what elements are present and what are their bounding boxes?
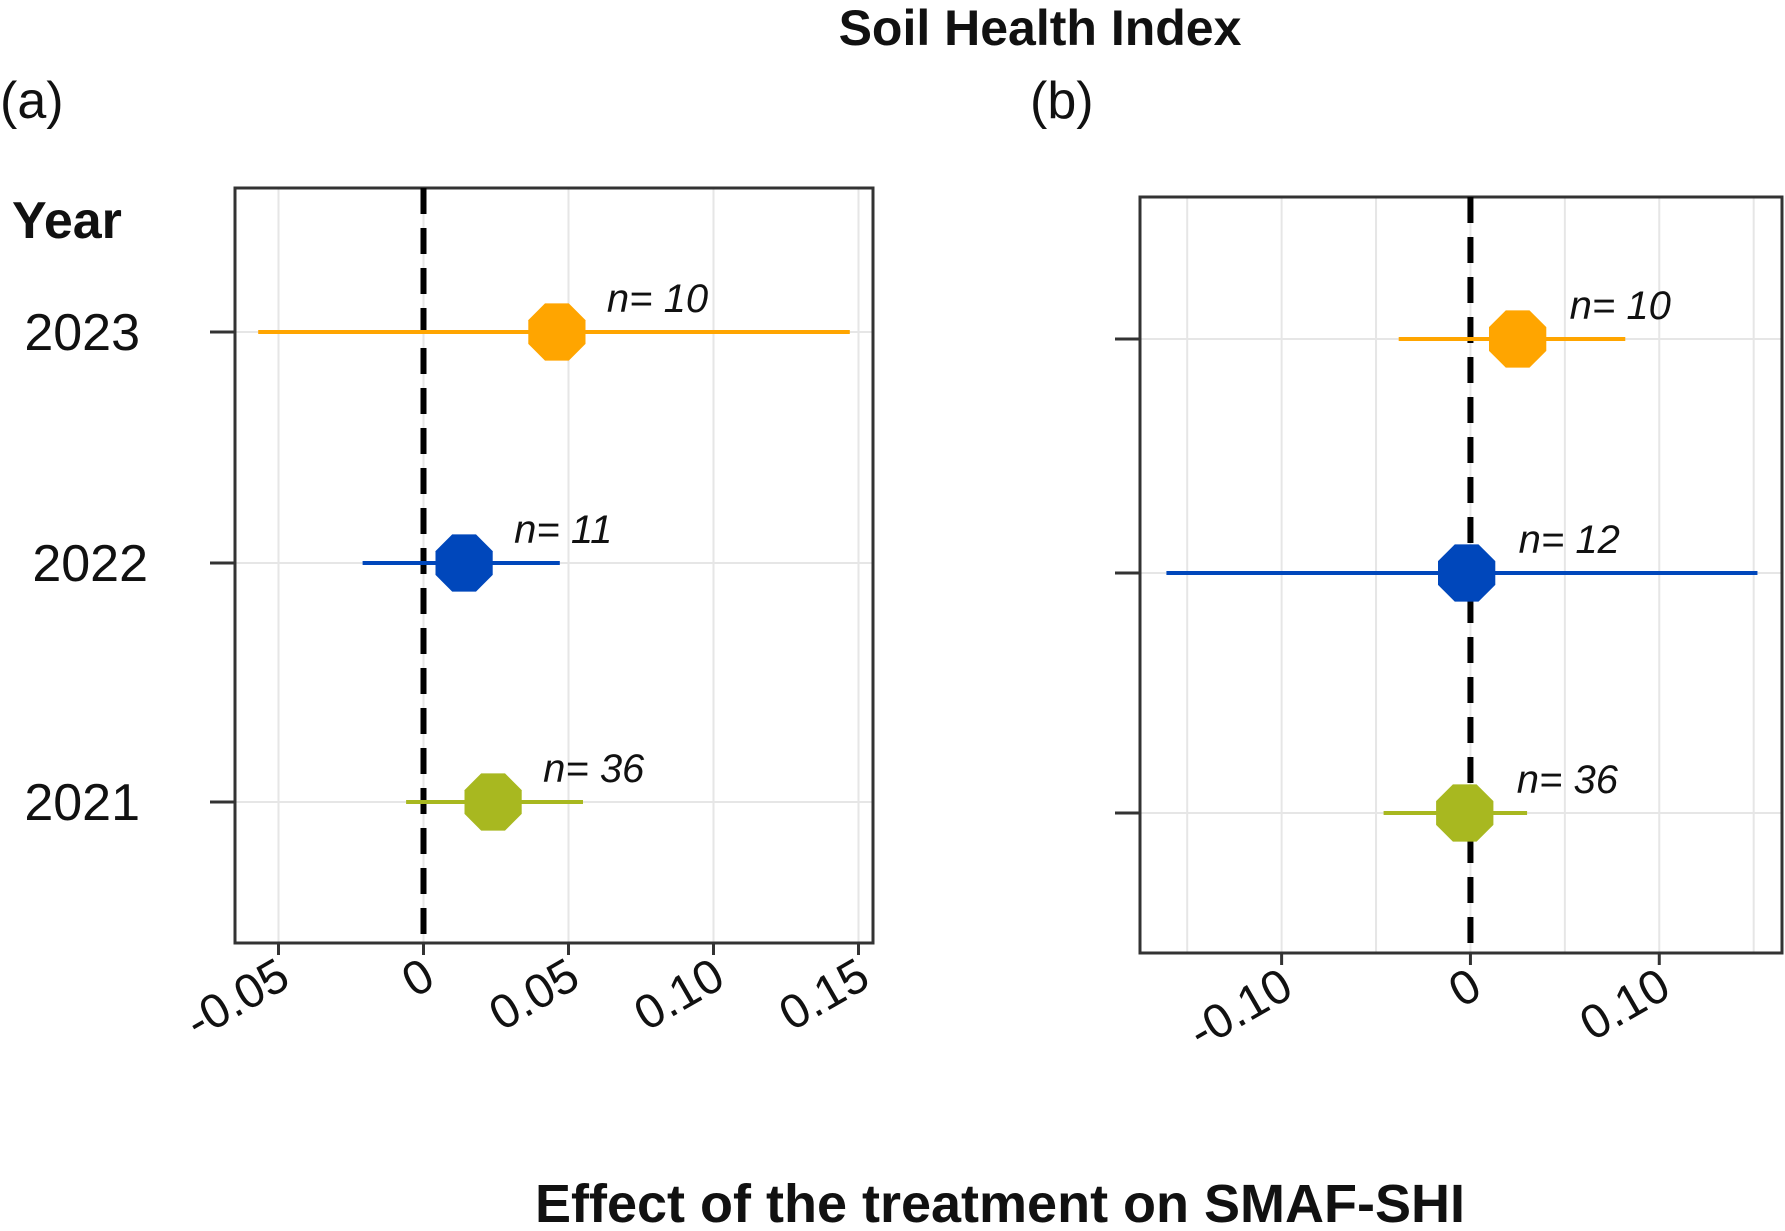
estimate-point-2022 (435, 534, 493, 592)
x-tick-label: 0.10 (626, 949, 733, 1042)
estimate-point-2023 (528, 303, 586, 361)
panel-b-label: (b) (1030, 72, 1094, 130)
y-axis-title: Year (12, 192, 122, 250)
estimate-point-2021 (464, 773, 522, 831)
x-tick-label: -0.10 (1180, 959, 1301, 1060)
panel-a-label: (a) (0, 72, 64, 130)
plot-frame (233, 186, 875, 945)
n-label-2022: n= 11 (514, 508, 612, 552)
estimate-point-2023 (1489, 310, 1547, 368)
n-label-2023: n= 10 (1570, 284, 1671, 328)
x-tick-label: -0.05 (177, 949, 298, 1050)
n-label-2021: n= 36 (543, 747, 645, 791)
n-label-2022: n= 12 (1519, 518, 1620, 562)
n-label-2023: n= 10 (607, 277, 708, 321)
panel-b-plot: -0.10 0 0.10 n= 10 n= 12 n= 36 (1115, 195, 1784, 1060)
x-tick-label: 0 (393, 949, 443, 1008)
n-label-2021: n= 36 (1517, 758, 1619, 802)
y-tick-label: 2023 (24, 304, 140, 362)
estimate-point-2021 (1436, 784, 1494, 842)
panel-a-plot: 2023 2022 2021 -0.05 0 0.05 0.10 0.15 n= 10 n= 11… (24, 186, 878, 1050)
x-tick-label: 0.10 (1571, 959, 1678, 1052)
y-tick-label: 2021 (24, 774, 140, 832)
chart-title: Soil Health Index (839, 0, 1242, 56)
y-tick-label: 2022 (32, 535, 148, 593)
x-tick-label: 0 (1440, 959, 1490, 1018)
x-tick-label: 0.15 (771, 949, 878, 1042)
estimate-point-2022 (1438, 544, 1496, 602)
x-axis-title: Effect of the treatment on SMAF-SHI (535, 1174, 1465, 1231)
plot-frame (1138, 195, 1784, 955)
x-tick-label: 0.05 (481, 949, 588, 1042)
